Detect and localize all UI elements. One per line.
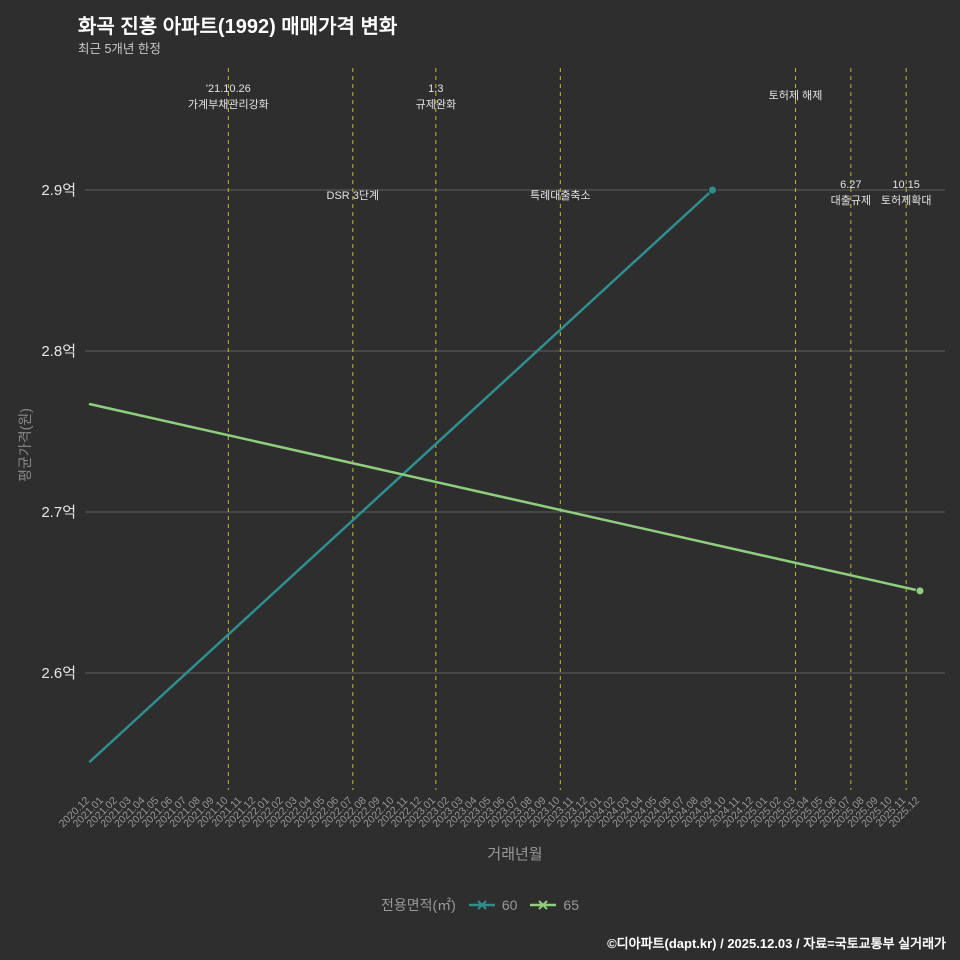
- legend-item-60[interactable]: 60: [468, 897, 518, 913]
- series-60-marker-icon: [468, 900, 495, 910]
- y-tick-label: 2.8억: [41, 343, 76, 360]
- event-annotation: 1.3: [428, 83, 443, 95]
- y-tick-label: 2.6억: [41, 665, 76, 682]
- page-subtitle: 최근 5개년 한정: [78, 42, 161, 56]
- event-annotation: 규제완화: [416, 98, 456, 111]
- event-annotation: 대출규제: [831, 194, 871, 207]
- y-tick-label: 2.9억: [41, 182, 76, 199]
- legend: 전용면적(㎡) 60 65: [0, 895, 960, 915]
- event-annotation: '21.10.26: [206, 83, 251, 95]
- price-line-chart: 2.6억 2.7억 2.8억 2.9억 '21.10.26 가계부채관리강화 DSR 3단계…: [41, 68, 945, 830]
- event-annotation: 특례대출축소: [530, 189, 591, 202]
- event-annotation: 6.27: [840, 179, 861, 191]
- event-annotation: 가계부채관리강화: [188, 98, 269, 111]
- page-title: 화곡 진흥 아파트(1992) 매매가격 변화: [78, 16, 398, 38]
- legend-item-label: 65: [563, 897, 579, 913]
- y-axis-title: 평균가격(원): [17, 408, 33, 482]
- legend-item-65[interactable]: 65: [529, 897, 579, 913]
- legend-title: 전용면적(㎡): [380, 897, 456, 913]
- copyright-source-text: ©디아파트(dapt.kr) / 2025.12.03 / 자료=국토교통부 실…: [607, 936, 946, 951]
- event-annotation: 10.15: [892, 179, 920, 191]
- y-tick-label: 2.7억: [41, 504, 76, 521]
- event-annotation: DSR 3단계: [327, 189, 380, 202]
- event-annotation: 토허제확대: [881, 194, 932, 207]
- event-annotation: 토허제 해제: [769, 88, 823, 102]
- legend-item-label: 60: [501, 897, 518, 913]
- series-65-marker-icon: [530, 900, 557, 910]
- x-axis-title: 거래년월: [487, 846, 543, 863]
